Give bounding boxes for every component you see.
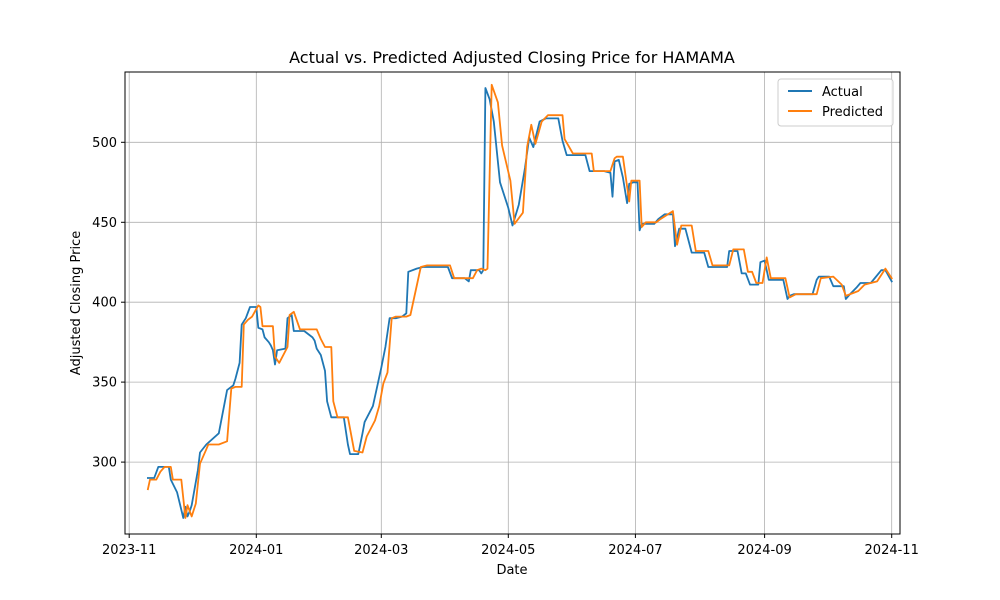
y-tick-label: 350 bbox=[92, 376, 117, 391]
x-tick-label: 2024-07 bbox=[608, 543, 662, 558]
x-axis: 2023-11 2024-01 2024-03 2024-05 2024-07 2024-… bbox=[102, 534, 919, 558]
y-tick-label: 450 bbox=[92, 216, 117, 231]
legend: Actual Predicted bbox=[777, 78, 894, 127]
x-tick-label: 2023-11 bbox=[102, 543, 156, 558]
series-line-predicted bbox=[146, 83, 893, 519]
y-tick-label: 300 bbox=[92, 456, 117, 471]
x-tick-label: 2024-09 bbox=[737, 543, 791, 558]
legend-predicted-label: Predicted bbox=[822, 105, 883, 120]
plot-frame bbox=[124, 71, 901, 535]
y-tick-label: 500 bbox=[92, 136, 117, 151]
legend-actual-label: Actual bbox=[822, 85, 863, 100]
x-axis-label: Date bbox=[496, 563, 527, 578]
x-tick-label: 2024-11 bbox=[865, 543, 919, 558]
y-axis: 300 350 400 450 500 bbox=[92, 136, 125, 471]
series-layer bbox=[146, 83, 893, 519]
x-tick-label: 2024-03 bbox=[354, 543, 408, 558]
y-axis-label: Adjusted Closing Price bbox=[69, 231, 84, 375]
y-tick-label: 400 bbox=[92, 296, 117, 311]
x-tick-label: 2024-05 bbox=[481, 543, 535, 558]
x-tick-label: 2024-01 bbox=[229, 543, 283, 558]
chart-title: Actual vs. Predicted Adjusted Closing Pr… bbox=[289, 48, 735, 67]
